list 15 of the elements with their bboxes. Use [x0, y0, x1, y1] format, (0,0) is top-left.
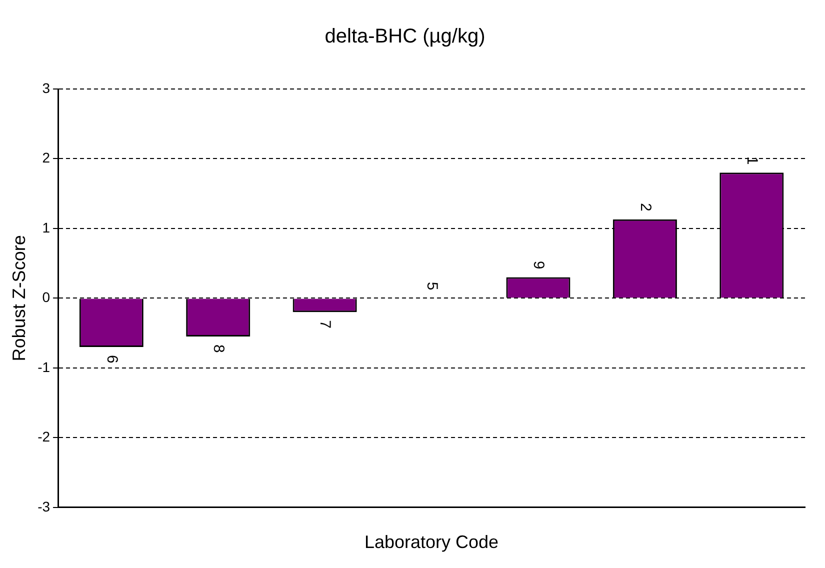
x-tick-label: 6 [103, 355, 120, 364]
y-tick-label: 2 [42, 150, 50, 166]
x-tick-label: 8 [210, 344, 227, 353]
y-tick-label: 0 [42, 289, 50, 306]
y-axis-title: Robust Z-Score [8, 235, 29, 362]
x-tick-label: 5 [423, 282, 440, 290]
chart-title: delta-BHC (µg/kg) [324, 26, 486, 48]
y-tick-label: 3 [42, 80, 50, 96]
x-tick-label: 9 [530, 260, 548, 270]
x-axis-title: Laboratory Code [364, 532, 499, 552]
y-tick-label: -3 [38, 498, 50, 514]
x-tick-label: 7 [316, 320, 334, 328]
y-tick-label: -2 [38, 428, 50, 445]
y-tick-label: 1 [42, 219, 50, 236]
y-tick-label: -1 [38, 358, 50, 375]
